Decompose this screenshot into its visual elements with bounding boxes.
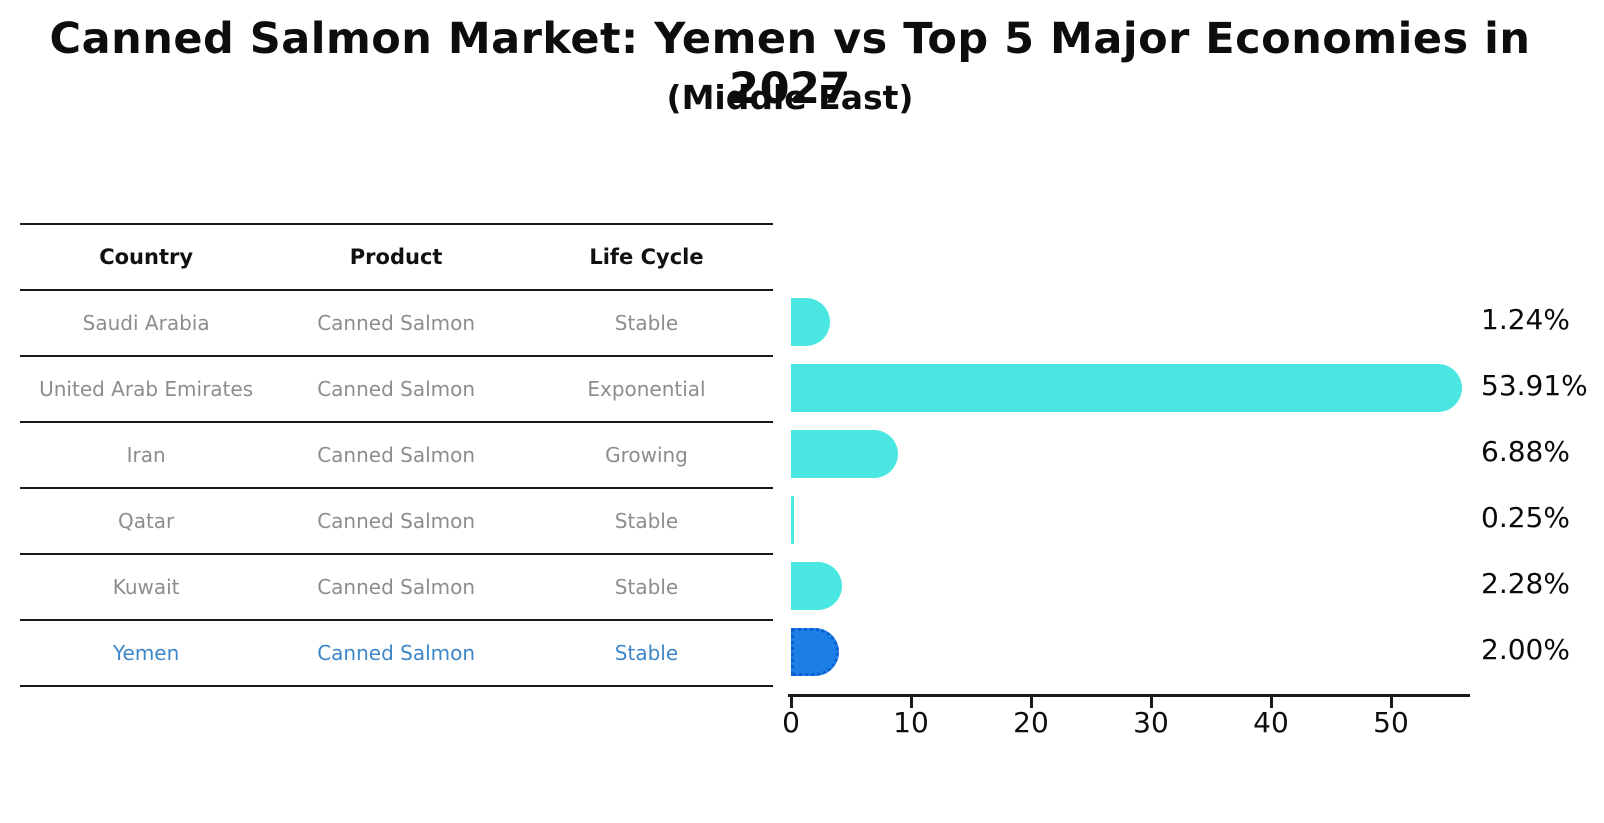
product-cell: Canned Salmon xyxy=(317,377,476,401)
x-tick-mark-20 xyxy=(1030,697,1033,708)
life-cycle-cell: Growing xyxy=(605,443,688,467)
column-header-product: Product xyxy=(349,245,443,269)
table-row-qatar: Qatar Canned Salmon Stable xyxy=(20,489,773,555)
life-cycle-cell: Stable xyxy=(614,641,679,665)
x-tick-mark-10 xyxy=(910,697,913,708)
bar-qatar xyxy=(791,496,794,544)
life-cycle-cell: Stable xyxy=(614,575,679,599)
country-cell: Iran xyxy=(126,443,166,467)
country-cell: Yemen xyxy=(112,641,180,665)
value-label-kuwait: 2.28% xyxy=(1481,567,1570,600)
product-cell: Canned Salmon xyxy=(317,509,476,533)
x-axis-line xyxy=(788,694,1470,697)
bar-kuwait xyxy=(791,562,842,610)
x-tick-mark-50 xyxy=(1390,697,1393,708)
product-cell: Canned Salmon xyxy=(317,641,476,665)
x-tick-mark-0 xyxy=(790,697,793,708)
x-tick-label-0: 0 xyxy=(782,706,800,739)
bar-united-arab-emirates xyxy=(791,364,1462,412)
product-cell: Canned Salmon xyxy=(317,443,476,467)
x-tick-label-30: 30 xyxy=(1133,706,1169,739)
x-tick-label-10: 10 xyxy=(893,706,929,739)
x-tick-mark-30 xyxy=(1150,697,1153,708)
x-tick-label-20: 20 xyxy=(1013,706,1049,739)
value-label-united-arab-emirates: 53.91% xyxy=(1481,369,1588,402)
bar-yemen xyxy=(791,628,839,676)
value-label-saudi-arabia: 1.24% xyxy=(1481,303,1570,336)
column-header-country: Country xyxy=(99,245,194,269)
country-cell: Qatar xyxy=(117,509,175,533)
table-row-saudi-arabia: Saudi Arabia Canned Salmon Stable xyxy=(20,291,773,357)
column-header-life-cycle: Life Cycle xyxy=(589,245,704,269)
x-tick-label-50: 50 xyxy=(1373,706,1409,739)
x-tick-label-40: 40 xyxy=(1253,706,1289,739)
chart-title: Canned Salmon Market: Yemen vs Top 5 Maj… xyxy=(49,14,1531,114)
country-cell: United Arab Emirates xyxy=(39,377,254,401)
table-body: Saudi Arabia Canned Salmon Stable United Ar… xyxy=(20,291,773,687)
bar-iran xyxy=(791,430,898,478)
life-cycle-cell: Stable xyxy=(614,311,679,335)
table-row-iran: Iran Canned Salmon Growing xyxy=(20,423,773,489)
product-cell: Canned Salmon xyxy=(317,311,476,335)
bar-saudi-arabia xyxy=(791,298,830,346)
table-row-kuwait: Kuwait Canned Salmon Stable xyxy=(20,555,773,621)
value-label-iran: 6.88% xyxy=(1481,435,1570,468)
table-header-row: Country Product Life Cycle xyxy=(20,223,773,291)
life-cycle-cell: Stable xyxy=(614,509,679,533)
life-cycle-cell: Exponential xyxy=(587,377,706,401)
chart-subtitle: (Middle East) xyxy=(666,78,914,117)
country-cell: Kuwait xyxy=(112,575,180,599)
country-cell: Saudi Arabia xyxy=(82,311,210,335)
value-label-yemen: 2.00% xyxy=(1481,633,1570,666)
x-tick-mark-40 xyxy=(1270,697,1273,708)
table-row-yemen: Yemen Canned Salmon Stable xyxy=(20,621,773,687)
product-cell: Canned Salmon xyxy=(317,575,476,599)
data-table: Country Product Life Cycle Saudi Arabia C… xyxy=(20,223,773,687)
table-row-united-arab-emirates: United Arab Emirates Canned Salmon Exponen… xyxy=(20,357,773,423)
value-label-qatar: 0.25% xyxy=(1481,501,1570,534)
